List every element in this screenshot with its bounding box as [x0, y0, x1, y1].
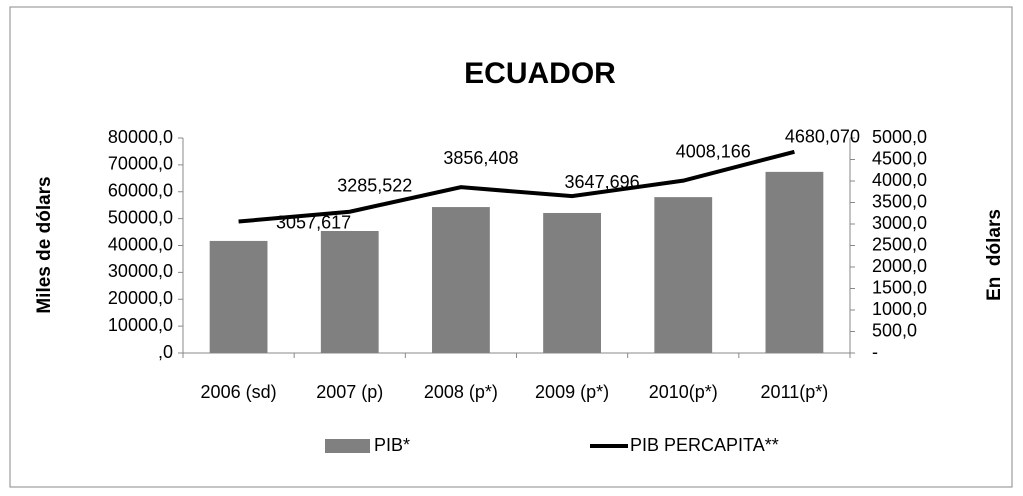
y-tick-label: 40000,0 — [108, 234, 173, 254]
y-tick-label: 80000,0 — [108, 127, 173, 147]
y-tick-label: 30000,0 — [108, 261, 173, 281]
legend-swatch — [325, 439, 370, 453]
x-tick-label: 2007 (p) — [316, 382, 383, 402]
y-axis-title: Miles de dólars — [34, 176, 55, 313]
data-label: 3057,617 — [276, 212, 351, 232]
y2-tick-label: 1500,0 — [872, 277, 927, 297]
y2-tick-label: 2500,0 — [872, 234, 927, 254]
chart-border — [9, 6, 1013, 488]
y-tick-label: 50000,0 — [108, 207, 173, 227]
x-tick-label: 2010(p*) — [649, 382, 718, 402]
data-label: 4008,166 — [676, 141, 751, 161]
legend-label: PIB PERCAPITA** — [630, 435, 779, 455]
x-tick-label: 2006 (sd) — [201, 382, 277, 402]
line — [238, 149, 795, 224]
legend-label: PIB* — [374, 435, 410, 455]
y2-tick-label: 1000,0 — [872, 299, 927, 319]
y2-tick-label: 500,0 — [872, 320, 917, 340]
y2-tick-label: 4000,0 — [872, 170, 927, 190]
x-tick-label: 2008 (p*) — [424, 382, 498, 402]
y2-tick-label: 3000,0 — [872, 213, 927, 233]
y2-tick-label: 2000,0 — [872, 256, 927, 276]
y-tick-label: 60000,0 — [108, 181, 173, 201]
x-tick-label: 2009 (p*) — [535, 382, 609, 402]
y2-tick-label: 4500,0 — [872, 148, 927, 168]
bar — [543, 212, 601, 353]
x-tick-label: 2011(p*) — [761, 382, 829, 402]
y2-axis-title: En dólars — [984, 209, 1005, 301]
bar — [432, 207, 490, 353]
data-label: 4680,070 — [785, 127, 860, 147]
y-tick-label: ,0 — [158, 342, 173, 362]
y2-tick-label: 3500,0 — [872, 191, 927, 211]
bar — [209, 240, 268, 353]
y-tick-label: 20000,0 — [108, 288, 173, 308]
bar — [654, 197, 713, 353]
y-tick-label: 70000,0 — [108, 154, 173, 174]
data-label: 3285,522 — [337, 175, 412, 195]
chart-title: ECUADOR — [464, 57, 616, 90]
y2-tick-label: 5000,0 — [872, 127, 927, 147]
data-label: 3856,408 — [443, 148, 518, 168]
y2-tick-label: - — [872, 342, 878, 362]
data-label: 3647,696 — [565, 172, 640, 192]
bar — [320, 230, 379, 353]
bar — [765, 171, 824, 353]
y-tick-label: 10000,0 — [108, 315, 173, 335]
